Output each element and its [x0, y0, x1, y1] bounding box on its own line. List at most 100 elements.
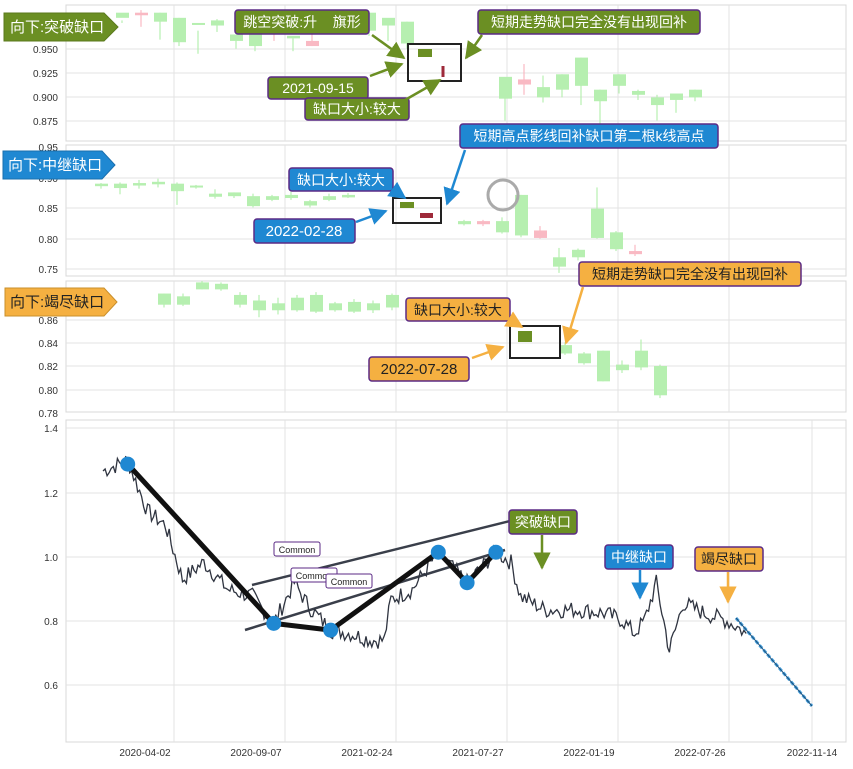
panel-overview: 1.4 1.2 1.0 0.8 0.6 2020-04-02 2020-09-0…	[44, 419, 847, 759]
pivot-dots	[120, 456, 504, 638]
candle-body	[689, 89, 702, 98]
candle-body	[329, 303, 342, 311]
pivot-point	[120, 456, 136, 472]
label-runaway: 向下:中继缺口	[2, 150, 116, 180]
annot-runaway-fill: 短期高点影线回补缺口第二根k线高点	[459, 123, 719, 149]
candle-body	[670, 93, 683, 100]
candle-body	[591, 208, 604, 238]
candle-body	[152, 181, 165, 185]
candle-body	[572, 249, 585, 258]
candle-body	[401, 21, 414, 44]
price-line	[102, 455, 747, 653]
p4-ytick: 0.6	[44, 681, 58, 692]
exhaustion-arrows	[471, 286, 585, 361]
runaway-arrows	[355, 149, 467, 225]
candle-body	[629, 251, 642, 255]
candle-body	[534, 230, 547, 238]
pivot-point	[459, 575, 475, 591]
p2-ytick: 0.75	[39, 265, 59, 276]
svg-text:突破缺口: 突破缺口	[515, 514, 571, 530]
candle-body	[215, 283, 228, 290]
gap-candle-up	[400, 202, 414, 208]
candle-body	[594, 89, 607, 102]
gap-label-breakaway: 突破缺口	[508, 509, 578, 535]
svg-text:短期高点影线回补缺口第二根k线高点: 短期高点影线回补缺口第二根k线高点	[474, 128, 705, 144]
gap-candle-up	[518, 331, 532, 342]
candle-body	[287, 35, 300, 39]
candle-body	[196, 282, 209, 290]
flag-lower-line	[244, 548, 506, 632]
candle-body	[575, 57, 588, 86]
p1-ytick: 0.900	[33, 93, 58, 104]
candle-body	[342, 194, 355, 198]
candle-body	[114, 183, 127, 189]
candle-body	[518, 79, 531, 85]
p2-ytick: 0.85	[39, 204, 59, 215]
svg-text:短期走势缺口完全没有出现回补: 短期走势缺口完全没有出现回补	[491, 14, 687, 30]
annot-runaway-date: 2022-02-28	[253, 218, 356, 244]
p4-xtick: 2020-09-07	[230, 748, 282, 759]
candle-body	[135, 12, 148, 16]
p2-ytick: 0.95	[39, 143, 59, 154]
p4-ytick: 1.4	[44, 424, 58, 435]
candle-body	[247, 196, 260, 207]
candle-body	[386, 294, 399, 308]
panel-runaway-grid	[66, 145, 846, 276]
candle-body	[209, 193, 222, 197]
candle-body	[116, 12, 129, 18]
candle-body	[171, 183, 184, 192]
svg-text:Common: Common	[279, 545, 316, 555]
svg-text:向下:中继缺口: 向下:中继缺口	[8, 157, 102, 174]
annot-exhaustion-unfilled: 短期走势缺口完全没有出现回补	[578, 261, 802, 287]
gap-candle-down	[420, 213, 433, 218]
panel-exhaustion: 0.86 0.84 0.82 0.80 0.78 向下:竭尽缺口 短期走势缺口完…	[4, 261, 847, 420]
gap-highlight-box	[407, 43, 462, 82]
gap-candle-up	[418, 49, 432, 57]
forecast-line-core	[735, 617, 813, 707]
common-label: Common	[273, 541, 321, 557]
p1-candles	[116, 10, 702, 126]
svg-text:Common: Common	[296, 571, 333, 581]
candle-body	[304, 201, 317, 206]
candle-body	[496, 221, 509, 233]
panel-frame	[65, 144, 847, 277]
candle-body	[158, 293, 171, 305]
pivot-point	[266, 615, 282, 631]
svg-text:向下:突破缺口: 向下:突破缺口	[10, 19, 104, 36]
gap-label-runaway: 中继缺口	[604, 544, 674, 570]
svg-text:短期走势缺口完全没有出现回补: 短期走势缺口完全没有出现回补	[592, 266, 788, 282]
p4-ytick: 0.8	[44, 617, 58, 628]
candle-body	[190, 185, 203, 188]
annot-exhaustion-size: 缺口大小:较大	[405, 297, 511, 322]
svg-text:缺口大小:较大: 缺口大小:较大	[414, 302, 502, 318]
pivot-point	[430, 544, 446, 560]
p3-ytick: 0.80	[39, 386, 59, 397]
candle-body	[323, 196, 336, 200]
panel-frame	[65, 280, 847, 413]
p3-ytick: 0.78	[39, 409, 59, 420]
svg-text:2022-02-28: 2022-02-28	[266, 223, 343, 240]
p2-ytick: 0.80	[39, 235, 59, 246]
candle-body	[348, 301, 361, 312]
svg-text:Common: Common	[331, 577, 368, 587]
p3-ytick: 0.84	[39, 339, 59, 350]
candle-body	[230, 34, 243, 41]
candle-body	[310, 294, 323, 312]
candle-body	[253, 300, 266, 311]
p4-xtick: 2022-07-26	[674, 748, 726, 759]
annot-runaway-size: 缺口大小:较大	[288, 167, 394, 192]
svg-text:缺口大小:较大: 缺口大小:较大	[313, 101, 401, 117]
candle-body	[249, 31, 262, 47]
p4-xtick: 2020-04-02	[119, 748, 171, 759]
candle-body	[285, 194, 298, 199]
svg-text:缺口大小:较大: 缺口大小:较大	[297, 172, 385, 188]
candle-body	[616, 364, 629, 371]
p3-candles	[158, 281, 667, 399]
candle-body	[177, 296, 190, 305]
p1-ytick: 0.925	[33, 69, 58, 80]
annot-exhaustion-date: 2022-07-28	[368, 356, 470, 382]
p4-ytick: 1.2	[44, 489, 58, 500]
candle-body	[559, 345, 572, 354]
label-breakaway: 向下:突破缺口	[3, 12, 119, 42]
candle-body	[556, 74, 569, 90]
